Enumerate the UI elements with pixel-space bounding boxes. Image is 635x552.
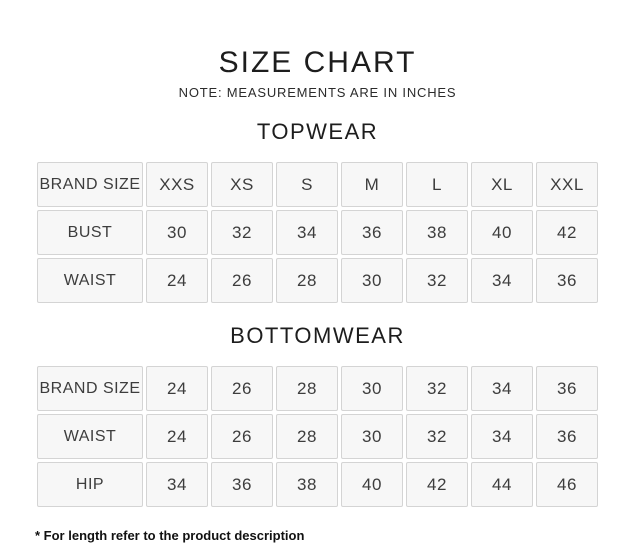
value-cell: 40 bbox=[341, 462, 403, 507]
value-cell: 36 bbox=[536, 258, 598, 303]
value-cell: 32 bbox=[406, 414, 468, 459]
value-cell: 36 bbox=[536, 414, 598, 459]
value-cell: 36 bbox=[536, 366, 598, 411]
row-label-cell: BRAND SIZE bbox=[37, 366, 143, 411]
value-cell: 24 bbox=[146, 414, 208, 459]
length-footnote: * For length refer to the product descri… bbox=[35, 528, 305, 543]
value-cell: 32 bbox=[211, 210, 273, 255]
value-cell: 34 bbox=[471, 258, 533, 303]
value-cell: 24 bbox=[146, 366, 208, 411]
value-cell: 32 bbox=[406, 258, 468, 303]
value-cell: 42 bbox=[536, 210, 598, 255]
row-label-cell: WAIST bbox=[37, 414, 143, 459]
row-label-cell: HIP bbox=[37, 462, 143, 507]
value-cell: 38 bbox=[406, 210, 468, 255]
value-cell: 28 bbox=[276, 258, 338, 303]
table-row: BUST 30 32 34 36 38 40 42 bbox=[37, 210, 598, 255]
value-cell: S bbox=[276, 162, 338, 207]
value-cell: 34 bbox=[471, 414, 533, 459]
value-cell: XS bbox=[211, 162, 273, 207]
row-label-cell: BUST bbox=[37, 210, 143, 255]
value-cell: 30 bbox=[341, 258, 403, 303]
table-row: BRAND SIZE 24 26 28 30 32 34 36 bbox=[37, 366, 598, 411]
row-label-cell: WAIST bbox=[37, 258, 143, 303]
value-cell: 30 bbox=[341, 366, 403, 411]
topwear-section-heading: TOPWEAR bbox=[256, 119, 379, 144]
table-row: WAIST 24 26 28 30 32 34 36 bbox=[37, 258, 598, 303]
bottomwear-table: BRAND SIZE 24 26 28 30 32 34 36 WAIST 24 26 28 30 32 3… bbox=[34, 363, 601, 510]
value-cell: XL bbox=[471, 162, 533, 207]
value-cell: 34 bbox=[146, 462, 208, 507]
value-cell: 28 bbox=[276, 366, 338, 411]
value-cell: 24 bbox=[146, 258, 208, 303]
table-row: WAIST 24 26 28 30 32 34 36 bbox=[37, 414, 598, 459]
value-cell: M bbox=[341, 162, 403, 207]
topwear-table: BRAND SIZE XXS XS S M L XL XXL BUST 30 32 34 36 38 40 4… bbox=[34, 159, 601, 306]
table-row: HIP 34 36 38 40 42 44 46 bbox=[37, 462, 598, 507]
value-cell: 34 bbox=[276, 210, 338, 255]
value-cell: 30 bbox=[146, 210, 208, 255]
page-title: SIZE CHART bbox=[218, 46, 417, 79]
value-cell: L bbox=[406, 162, 468, 207]
value-cell: 38 bbox=[276, 462, 338, 507]
value-cell: 44 bbox=[471, 462, 533, 507]
table-row: BRAND SIZE XXS XS S M L XL XXL bbox=[37, 162, 598, 207]
value-cell: XXS bbox=[146, 162, 208, 207]
value-cell: XXL bbox=[536, 162, 598, 207]
value-cell: 28 bbox=[276, 414, 338, 459]
topwear-table-body: BRAND SIZE XXS XS S M L XL XXL BUST 30 32 34 36 38 40 4… bbox=[37, 162, 598, 303]
value-cell: 26 bbox=[211, 366, 273, 411]
value-cell: 46 bbox=[536, 462, 598, 507]
value-cell: 32 bbox=[406, 366, 468, 411]
bottomwear-table-body: BRAND SIZE 24 26 28 30 32 34 36 WAIST 24 26 28 30 32 3… bbox=[37, 366, 598, 507]
value-cell: 34 bbox=[471, 366, 533, 411]
row-label-cell: BRAND SIZE bbox=[37, 162, 143, 207]
value-cell: 26 bbox=[211, 258, 273, 303]
value-cell: 30 bbox=[341, 414, 403, 459]
bottomwear-section-heading: BOTTOMWEAR bbox=[230, 323, 405, 348]
value-cell: 26 bbox=[211, 414, 273, 459]
value-cell: 36 bbox=[341, 210, 403, 255]
value-cell: 42 bbox=[406, 462, 468, 507]
value-cell: 36 bbox=[211, 462, 273, 507]
value-cell: 40 bbox=[471, 210, 533, 255]
measurement-note: NOTE: MEASUREMENTS ARE IN INCHES bbox=[178, 85, 457, 100]
